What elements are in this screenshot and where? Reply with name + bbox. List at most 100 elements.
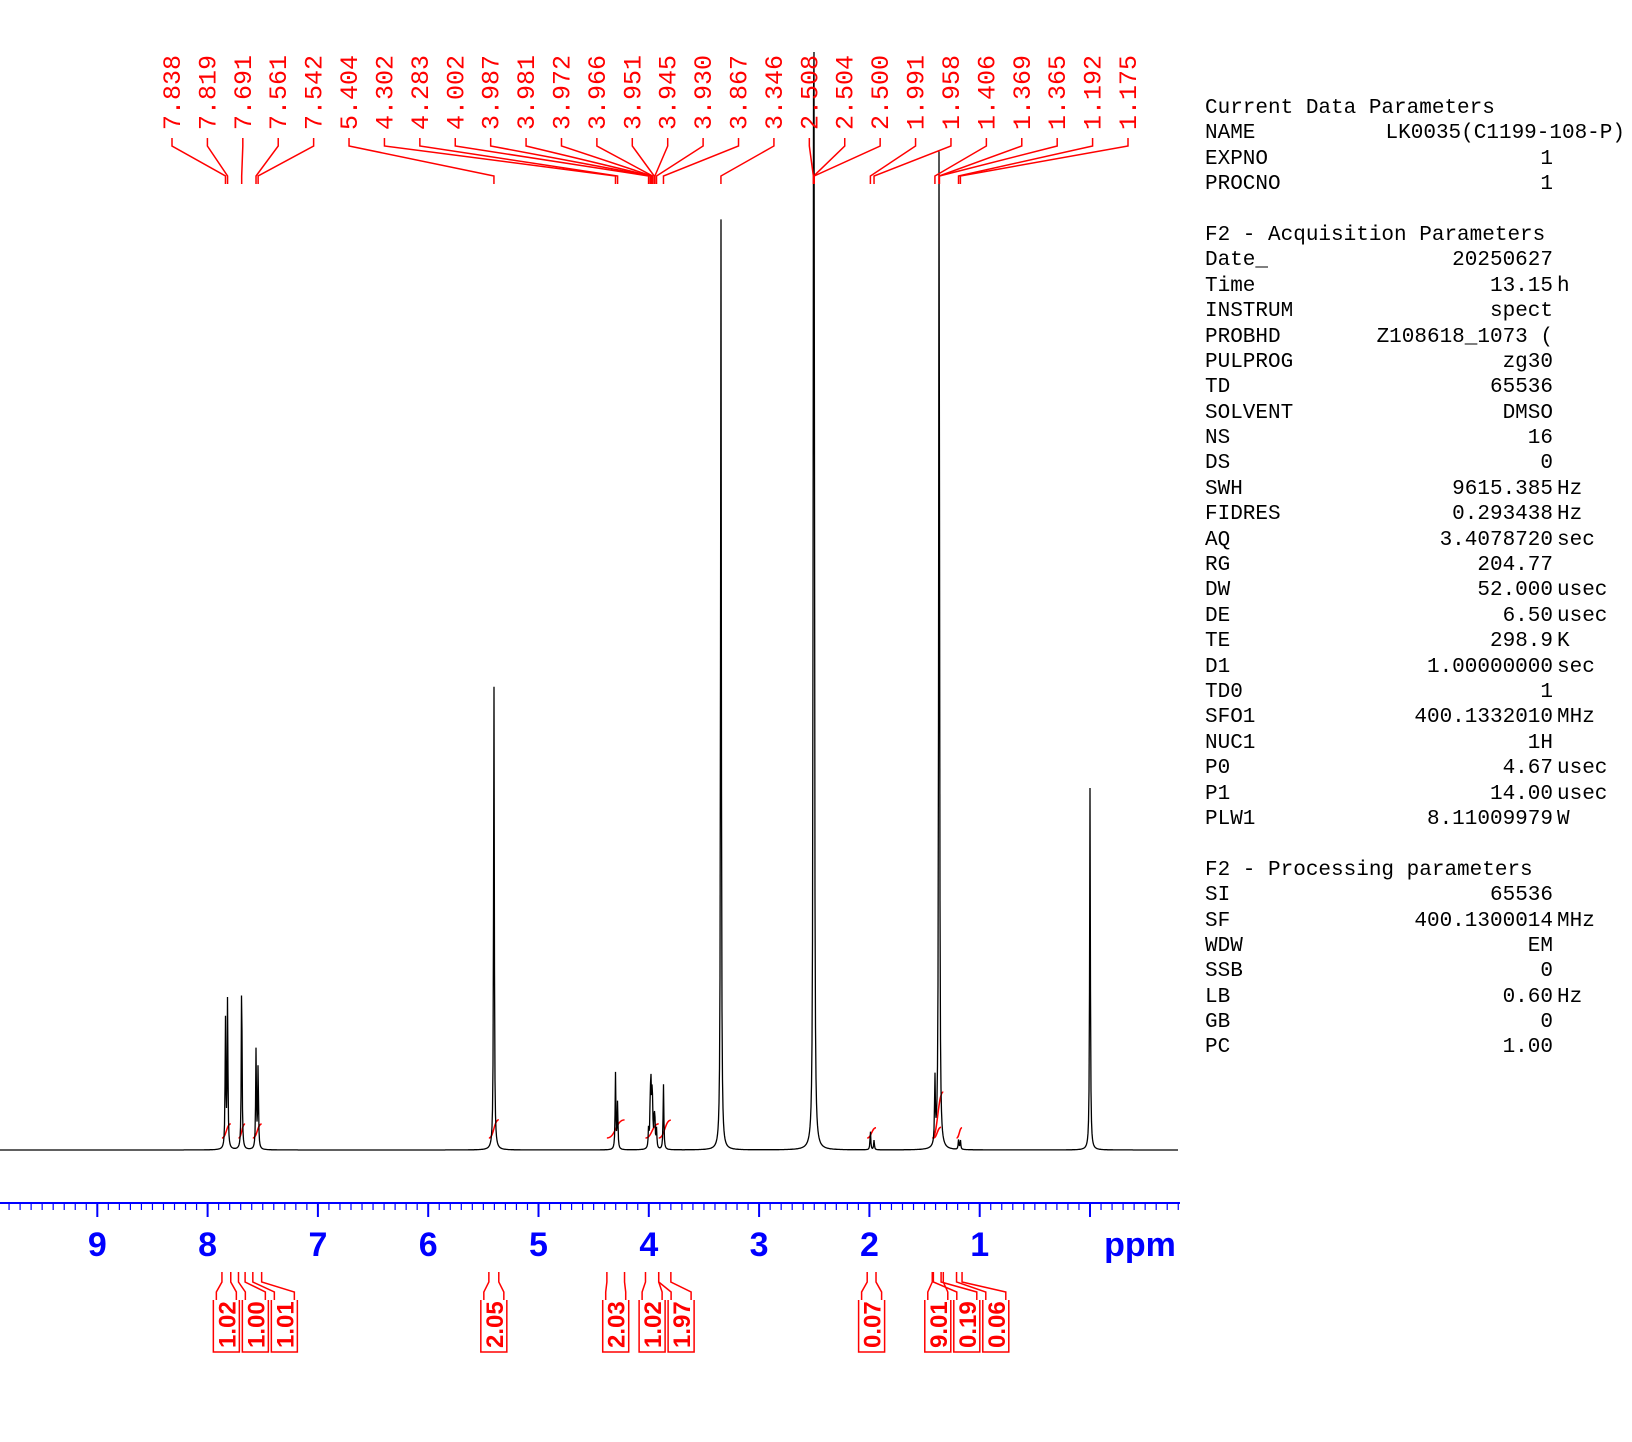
parameter-row: TD 65536 [1205, 375, 1625, 400]
parameter-key: DE [1205, 604, 1231, 628]
parameter-key: SWH [1205, 477, 1243, 501]
integral-value: 2.05 [482, 1301, 509, 1348]
parameter-key: PULPROG [1205, 350, 1294, 374]
parameter-row: RG 204.77 [1205, 553, 1625, 578]
parameter-row: DS 0 [1205, 451, 1625, 476]
parameter-key: EXPNO [1205, 147, 1269, 171]
peak-leader-line [171, 138, 227, 184]
parameter-value: 0.60 [1502, 985, 1553, 1009]
peak-leader-line [454, 138, 650, 184]
parameter-key: TD [1205, 376, 1231, 400]
peak-label: 1.369 [1009, 55, 1038, 130]
integral-box [857, 1300, 886, 1353]
parameter-key: TD0 [1205, 680, 1243, 704]
parameter-value: spect [1489, 300, 1553, 324]
parameter-key: NUC1 [1205, 731, 1256, 755]
peak-leader-line [655, 138, 704, 184]
parameter-unit: Hz [1557, 985, 1583, 1009]
x-tick-label: 6 [419, 1226, 438, 1264]
parameter-value: 52.000 [1477, 579, 1553, 603]
integral-box [924, 1300, 952, 1353]
peak-leader-line [808, 138, 815, 184]
x-tick-label: 8 [198, 1226, 217, 1264]
integral-box [241, 1300, 270, 1353]
parameter-key: PLW1 [1205, 807, 1256, 831]
parameter-unit: sec [1557, 655, 1595, 679]
parameter-key: SI [1205, 884, 1231, 908]
peak-leader-line [934, 138, 988, 184]
peak-leader-line [240, 138, 244, 184]
peak-label: 3.987 [478, 55, 507, 130]
peak-leader-line [560, 138, 653, 184]
parameter-key: P1 [1205, 782, 1231, 806]
parameter-key: PC [1205, 1036, 1231, 1060]
peak-label: 1.192 [1080, 55, 1109, 130]
peak-label: 3.867 [726, 55, 755, 130]
peak-leader-line [383, 138, 617, 184]
peak-label: 7.691 [230, 55, 259, 130]
parameter-row: SF 400.1300014 MHz [1205, 909, 1625, 934]
integral-box [270, 1300, 299, 1353]
parameter-unit: MHz [1557, 909, 1595, 933]
integral-value: 0.06 [984, 1301, 1011, 1348]
parameter-row: SOLVENT DMSO [1205, 401, 1625, 426]
parameter-row: D1 1.00000000 sec [1205, 655, 1625, 680]
parameter-value: LK0035(C1199-108-P) [1385, 122, 1625, 146]
parameter-key: DS [1205, 452, 1231, 476]
peak-leader-line [525, 138, 652, 184]
peak-leader-line [348, 138, 495, 184]
parameter-row: NS 16 [1205, 426, 1625, 451]
parameter-key: SSB [1205, 960, 1243, 984]
parameter-value: 65536 [1489, 884, 1553, 908]
peak-leader-line [720, 138, 775, 184]
parameter-group-title: F2 - Processing parameters [1205, 858, 1533, 882]
integral-box [212, 1300, 241, 1353]
parameter-row: PROCNO 1 [1205, 172, 1625, 197]
parameter-key: Date_ [1205, 249, 1269, 273]
integral-box [638, 1300, 666, 1353]
parameter-unit: W [1557, 807, 1570, 831]
parameter-row: EXPNO 1 [1205, 147, 1625, 172]
integral-bracket [641, 1272, 647, 1300]
peak-label: 3.951 [619, 55, 648, 130]
parameter-row: Date_ 20250627 [1205, 248, 1625, 273]
parameter-key: PROBHD [1205, 325, 1281, 349]
parameter-unit: MHz [1557, 706, 1595, 730]
peak-leader-line [419, 138, 619, 184]
parameter-value: 204.77 [1477, 554, 1553, 578]
parameter-value: 9615.385 [1452, 477, 1553, 501]
parameter-key: WDW [1205, 934, 1243, 958]
parameter-key: D1 [1205, 655, 1231, 679]
parameter-value: 298.9 [1489, 630, 1553, 654]
parameter-row: PLW1 8.11009979 W [1205, 807, 1625, 832]
nmr-spectrum-chart: 7.838 7.819 7.691 7.561 7.542 5.404 4.302 4.283… [0, 51, 1180, 1353]
acquisition-parameters-panel: Current Data Parameters NAME LK0035(C1199-… [1205, 96, 1625, 1061]
integral-value: 1.97 [669, 1301, 696, 1348]
parameter-row: P0 4.67 usec [1205, 756, 1625, 781]
parameter-row: TD0 1 [1205, 680, 1625, 705]
integral-curve [645, 1123, 659, 1139]
x-tick-label: 3 [750, 1226, 769, 1264]
integral-bracket [932, 1272, 958, 1300]
peak-label: 3.972 [548, 55, 577, 130]
integral-box [480, 1300, 508, 1353]
peak-label: 5.404 [336, 55, 365, 130]
peak-leader-line [654, 138, 669, 184]
x-tick-label: 1 [970, 1226, 989, 1264]
peak-leader-line [957, 138, 1094, 184]
integral-curve [866, 1126, 877, 1139]
parameter-row: NUC1 1H [1205, 731, 1625, 756]
integral-curve [606, 1119, 625, 1139]
parameter-unit: h [1557, 274, 1570, 298]
parameter-row: DE 6.50 usec [1205, 604, 1625, 629]
parameter-value: 3.4078720 [1439, 528, 1553, 552]
parameter-unit: usec [1557, 579, 1608, 603]
peak-label: 7.819 [194, 55, 223, 130]
peak-label: 7.561 [265, 55, 294, 130]
peak-leader-line [813, 138, 846, 184]
parameter-row: WDW EM [1205, 934, 1625, 959]
integral-box [601, 1300, 630, 1353]
parameter-key: NS [1205, 427, 1231, 451]
peak-leader-line [869, 138, 917, 184]
integral-bracket [498, 1272, 505, 1300]
